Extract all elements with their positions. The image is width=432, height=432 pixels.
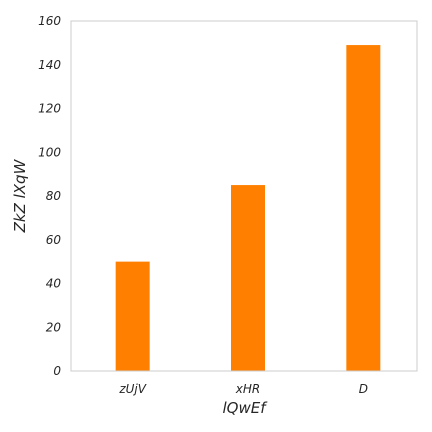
y-tick-label: 80 [46, 189, 62, 203]
y-tick-label: 20 [46, 320, 62, 334]
y-tick-label: 40 [46, 277, 62, 291]
x-axis-label: lQwEf [222, 399, 268, 417]
x-tick-label: D [359, 382, 368, 396]
y-tick-label: 140 [38, 58, 61, 72]
bar-D [346, 45, 381, 371]
bar-zUjV [115, 261, 150, 371]
x-tick-labels: zUjV xHR D [118, 382, 368, 396]
y-tick-labels: 0 20 40 60 80 100 120 140 160 [38, 14, 61, 378]
x-tick-label: xHR [235, 382, 260, 396]
y-tick-label: 160 [38, 14, 61, 28]
y-tick-label: 60 [46, 233, 62, 247]
y-axis-label: ZkZ lXqW [11, 158, 29, 233]
bars [115, 45, 381, 371]
y-tick-label: 120 [38, 102, 61, 116]
y-tick-label: 100 [38, 145, 61, 159]
bar-xHR [231, 185, 265, 371]
plot-frame [70, 20, 418, 372]
x-tick-label: zUjV [118, 382, 146, 396]
y-tick-label: 0 [53, 364, 61, 378]
